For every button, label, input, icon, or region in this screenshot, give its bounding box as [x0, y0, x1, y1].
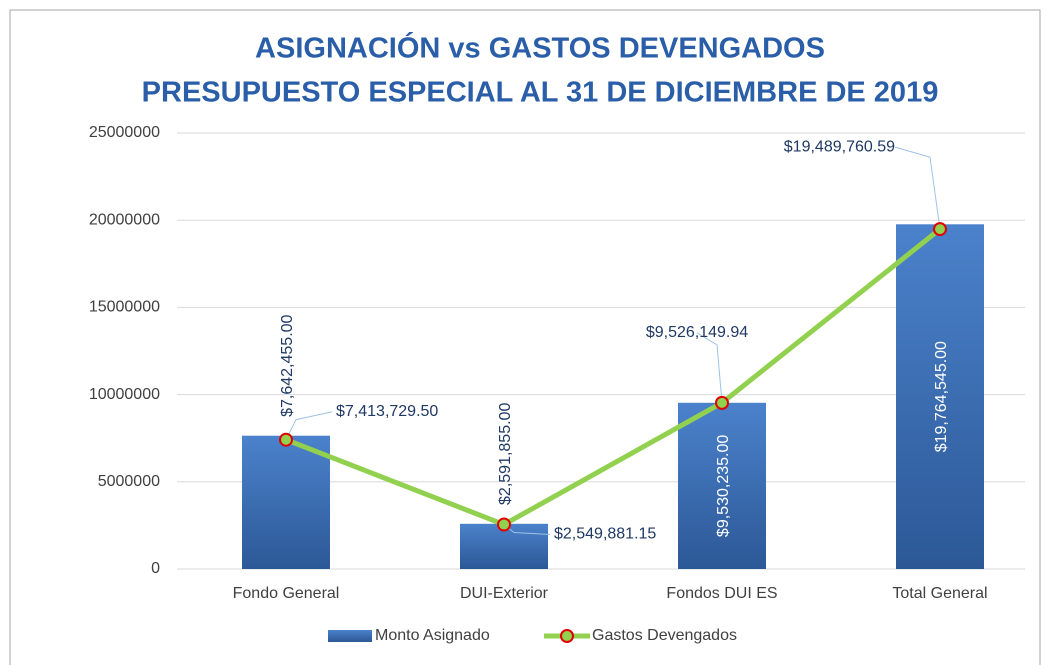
- line-marker: [715, 395, 729, 410]
- bar: [242, 435, 330, 569]
- bar-value-label: $2,591,855.00: [497, 403, 514, 505]
- line-marker: [497, 517, 511, 532]
- y-tick-label: 5000000: [98, 473, 160, 490]
- chart-subtitle: PRESUPUESTO ESPECIAL AL 31 DE DICIEMBRE …: [142, 77, 939, 109]
- x-tick-label: Total General: [892, 585, 987, 602]
- line-marker: [933, 222, 947, 237]
- y-tick-label: 15000000: [89, 299, 160, 316]
- line-value-label: $19,489,760.59: [784, 138, 895, 155]
- x-tick-label: Fondo General: [233, 585, 340, 602]
- leader-line: [285, 411, 333, 440]
- chart-border: [9, 9, 1041, 665]
- line-value-label: $7,413,729.50: [336, 403, 438, 420]
- chart-title: ASIGNACIÓN vs GASTOS DEVENGADOS: [255, 31, 825, 65]
- bar-value-label: $9,530,235.00: [715, 435, 732, 537]
- bar-value-label: $19,764,545.00: [933, 341, 950, 452]
- line-value-label: $2,549,881.15: [554, 526, 656, 543]
- bar: [896, 224, 984, 569]
- leader-line: [894, 146, 941, 230]
- legend-label: Gastos Devengados: [592, 627, 737, 644]
- line-marker: [279, 432, 293, 447]
- legend-swatch: [560, 629, 574, 643]
- legend-swatch: [328, 630, 372, 642]
- line-value-label: $9,526,149.94: [646, 324, 748, 341]
- y-tick-label: 0: [151, 560, 160, 577]
- bar-value-label: $7,642,455.00: [279, 314, 296, 416]
- x-tick-label: Fondos DUI ES: [666, 585, 777, 602]
- legend-label: Monto Asignado: [375, 627, 490, 644]
- leader-line: [696, 332, 723, 403]
- x-tick-label: DUI-Exterior: [460, 585, 549, 602]
- y-tick-label: 10000000: [89, 386, 160, 403]
- y-tick-label: 20000000: [89, 211, 160, 228]
- bar: [678, 402, 766, 569]
- line-series: [285, 227, 942, 528]
- y-tick-label: 25000000: [89, 124, 160, 141]
